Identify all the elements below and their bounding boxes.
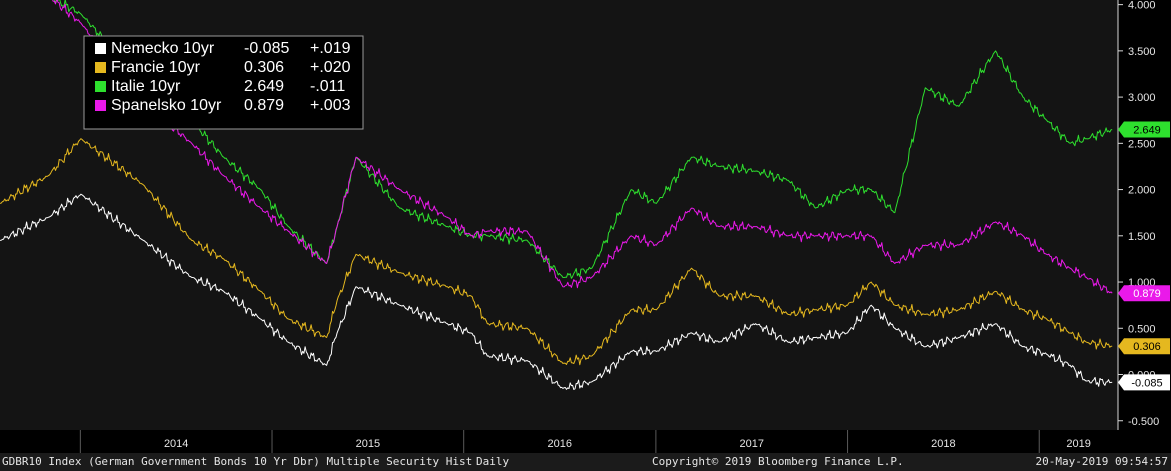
- last-value-label-2: 0.306: [1133, 341, 1161, 353]
- legend-change: +.019: [310, 40, 351, 57]
- y-tick-label: 2.000: [1128, 185, 1156, 197]
- x-tick-label: 2018: [931, 438, 955, 450]
- y-tick-label: 1.500: [1128, 231, 1156, 243]
- legend-swatch-4: [95, 100, 106, 111]
- footer-bar: GDBR10 Index (German Government Bonds 10…: [0, 453, 1171, 471]
- last-value-label-3: 2.649: [1133, 125, 1161, 137]
- last-value-tag-3: [1118, 121, 1170, 138]
- last-value-label-1: -0.085: [1131, 377, 1162, 389]
- legend: Nemecko 10yr -0.085 +.019 Francie 10yr 0.306…: [83, 35, 364, 130]
- footer-copyright: Copyright© 2019 Bloomberg Finance L.P.: [652, 455, 904, 468]
- x-tick-label: 2017: [739, 438, 763, 450]
- yield-line-chart: 2014 2015 2016 2017 2018 2019 4.000 3.500 3.000…: [0, 0, 1170, 453]
- footer-frequency: Daily: [476, 455, 510, 468]
- legend-box: [83, 35, 364, 130]
- x-tick-label: 2015: [356, 438, 380, 450]
- x-tick-label: 2014: [164, 438, 188, 450]
- last-value-tag-1: [1118, 374, 1170, 391]
- series-line-2: [0, 138, 1113, 366]
- y-tick-label: -0.500: [1128, 416, 1159, 428]
- legend-series-name: Spanelsko 10yr: [111, 97, 222, 114]
- footer-security-description: GDBR10 Index (German Government Bonds 10…: [2, 455, 473, 468]
- legend-change: -.011: [310, 78, 345, 95]
- y-tick-label: 4.000: [1128, 0, 1156, 12]
- legend-swatch-1: [95, 43, 106, 54]
- y-tick-label: 2.500: [1128, 138, 1156, 150]
- last-value-tag-4: [1118, 285, 1170, 302]
- y-tick-label: 3.500: [1128, 46, 1156, 58]
- x-axis: 2014 2015 2016 2017 2018 2019: [0, 430, 1118, 453]
- y-axis: 4.0003.5003.0002.5002.0001.5001.0000.500…: [1117, 0, 1159, 430]
- legend-change: +.003: [310, 97, 351, 114]
- legend-change: +.020: [310, 59, 351, 76]
- series-line-4: [52, 0, 1113, 294]
- legend-swatch-3: [95, 81, 106, 92]
- x-tick-label: 2019: [1066, 438, 1090, 450]
- legend-swatch-2: [95, 62, 106, 73]
- legend-series-name: Francie 10yr: [111, 59, 201, 76]
- footer-timestamp: 20-May-2019 09:54:57: [1035, 455, 1168, 468]
- last-value-tags: -0.085 0.306 2.649 0.879: [1118, 121, 1170, 391]
- series-line-1: [0, 193, 1113, 390]
- x-axis-band: [0, 430, 1118, 453]
- last-value-tag-2: [1118, 338, 1170, 355]
- legend-series-name: Nemecko 10yr: [111, 40, 215, 57]
- legend-series-name: Italie 10yr: [111, 78, 181, 95]
- y-tick-label: 0.500: [1128, 323, 1156, 335]
- legend-last-value: 2.649: [244, 78, 284, 95]
- legend-last-value: 0.306: [244, 59, 284, 76]
- legend-last-value: -0.085: [244, 40, 289, 57]
- x-tick-label: 2016: [548, 438, 572, 450]
- y-tick-label: 3.000: [1128, 92, 1156, 104]
- legend-last-value: 0.879: [244, 97, 284, 114]
- last-value-label-4: 0.879: [1133, 288, 1161, 300]
